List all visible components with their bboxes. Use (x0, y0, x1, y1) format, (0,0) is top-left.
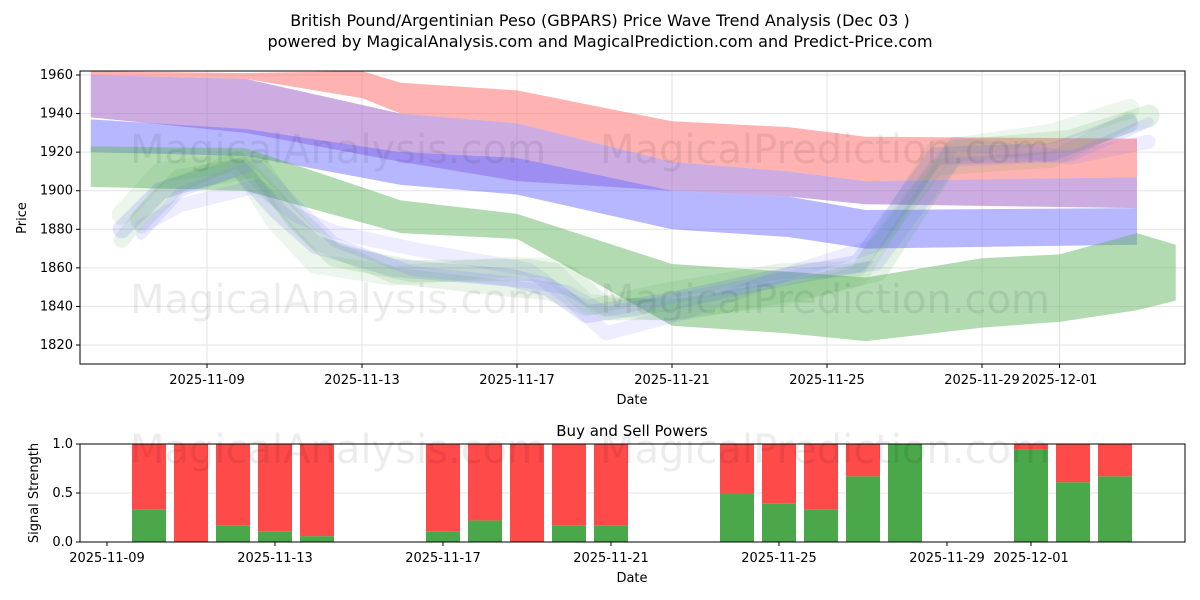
watermark-prediction-3: MagicalPrediction.com (600, 427, 1050, 473)
y-tick-label: 1940 (40, 107, 73, 122)
chart-title-line2: powered by MagicalAnalysis.com and Magic… (267, 32, 932, 51)
sell-bar (216, 444, 250, 526)
x-tick-label: 2025-11-25 (789, 373, 865, 388)
price-wave (113, 111, 1138, 316)
sell-bar (426, 444, 460, 532)
buy-bar (552, 525, 586, 542)
y-tick-label: 1840 (40, 299, 73, 314)
y-tick-label: 1880 (40, 222, 73, 237)
price-wave (130, 104, 1160, 321)
bottom-title: Buy and Sell Powers (556, 422, 708, 440)
buy-bar (468, 520, 502, 542)
y-tick-label: 0.0 (52, 535, 73, 550)
x-tick-label: 2025-11-17 (405, 551, 481, 566)
top-ylabel: Price (15, 202, 30, 234)
sell-bar (846, 444, 880, 477)
y-tick-label: 0.5 (52, 486, 73, 501)
plot-area (90, 71, 1176, 342)
sell-bar (720, 444, 754, 493)
x-tick-label: 2025-11-09 (169, 373, 245, 388)
bottom-xlabel: Date (616, 571, 647, 586)
sell-bar (1014, 444, 1048, 450)
x-tick-label: 2025-11-09 (69, 551, 145, 566)
y-tick-label: 1900 (40, 184, 73, 199)
x-tick-label: 2025-11-29 (909, 551, 985, 566)
x-tick-label: 2025-12-01 (993, 551, 1069, 566)
sell-bar (510, 444, 544, 542)
buy-bar (1098, 476, 1132, 542)
watermark-analysis: MagicalAnalysis.com (130, 127, 546, 173)
y-tick-label: 1820 (40, 338, 73, 353)
buy-bar (888, 444, 922, 542)
x-tick-label: 2025-12-01 (1022, 373, 1098, 388)
y-tick-label: 1860 (40, 261, 73, 276)
watermark-analysis-3: MagicalAnalysis.com (130, 427, 546, 473)
signal-chart: 0.0 0.5 1.0 2025-11-09 2025-11-13 2025-11-17 2… (52, 437, 1186, 566)
sell-bar (552, 444, 586, 526)
x-tick-label: 2025-11-17 (479, 373, 555, 388)
buy-bar (1014, 449, 1048, 542)
y-tick-label: 1.0 (52, 437, 73, 452)
buy-bar (804, 509, 838, 542)
sell-bar (1098, 444, 1132, 477)
band-blue (90, 119, 1137, 249)
sell-bar (258, 444, 292, 532)
buy-bar (1056, 482, 1090, 542)
sell-bar (1056, 444, 1090, 483)
x-tick-label: 2025-11-25 (741, 551, 817, 566)
buy-bar (132, 509, 166, 542)
sell-bar (762, 444, 796, 504)
price-chart: 1820 1840 1860 1880 1900 1920 1940 1960 2025-11-… (40, 68, 1186, 388)
sell-bar (132, 444, 166, 510)
watermark-prediction: MagicalPrediction.com (600, 127, 1050, 173)
watermark-prediction-2: MagicalPrediction.com (600, 277, 1050, 323)
price-wave (111, 98, 1140, 321)
price-wave (134, 134, 1156, 341)
buy-bar (426, 531, 460, 542)
sell-bar (594, 444, 628, 526)
sell-bar (804, 444, 838, 510)
bottom-ylabel: Signal Strength (27, 443, 42, 543)
band-red (90, 71, 1137, 182)
band-green (90, 146, 1176, 342)
watermark-analysis-2: MagicalAnalysis.com (130, 277, 546, 323)
sell-bar (468, 444, 502, 521)
buy-bar (216, 525, 250, 542)
x-tick-label: 2025-11-21 (634, 373, 710, 388)
x-tick-label: 2025-11-13 (324, 373, 400, 388)
price-wave (136, 117, 1154, 317)
plot-frame (79, 443, 1186, 543)
x-tick-label: 2025-11-29 (944, 373, 1020, 388)
plot-frame (79, 70, 1186, 365)
buy-bar (258, 531, 292, 542)
band-purple (90, 75, 1137, 209)
y-tick-label: 1960 (40, 68, 73, 83)
buy-bar (594, 525, 628, 542)
sell-bar (174, 444, 208, 542)
x-tick-label: 2025-11-21 (573, 551, 649, 566)
buy-bar (762, 503, 796, 542)
x-tick-label: 2025-11-13 (237, 551, 313, 566)
price-wave (112, 114, 1139, 324)
top-xlabel: Date (616, 393, 647, 408)
buy-bar (846, 476, 880, 542)
buy-bar (300, 536, 334, 542)
buy-bar (720, 493, 754, 542)
chart-title-line1: British Pound/Argentinian Peso (GBPARS) … (290, 11, 910, 30)
y-tick-label: 1920 (40, 145, 73, 160)
sell-bar (300, 444, 334, 537)
